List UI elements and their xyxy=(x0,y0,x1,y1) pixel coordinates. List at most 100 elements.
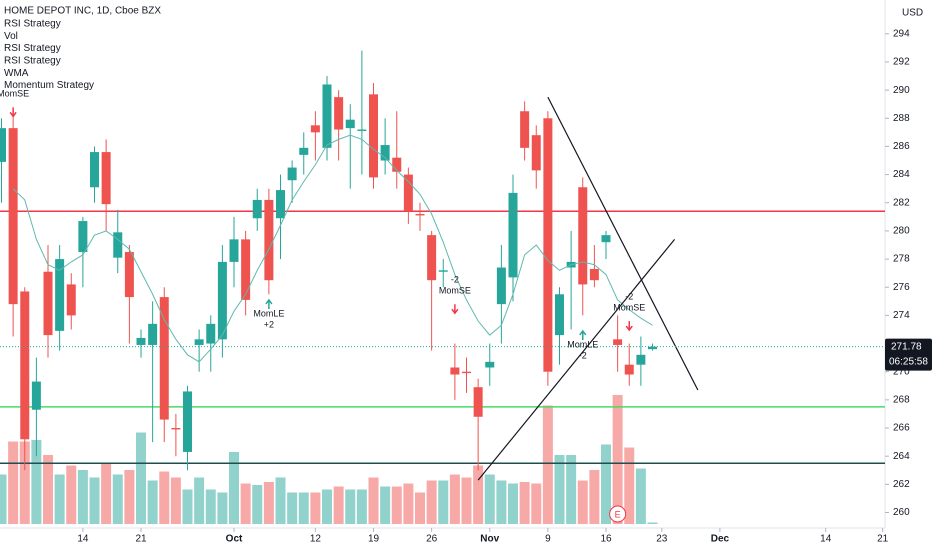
y-tick-label: 292 xyxy=(893,57,910,68)
volume-bar xyxy=(66,465,77,524)
candle-body xyxy=(31,381,41,410)
volume-bar xyxy=(77,470,88,524)
x-tick-label: Oct xyxy=(226,534,243,545)
candle-body xyxy=(322,84,332,148)
volume-bar xyxy=(101,462,112,524)
candle-body xyxy=(334,97,344,130)
trendline xyxy=(547,96,699,391)
volume-bar xyxy=(275,477,286,524)
signal-arrow xyxy=(265,298,273,309)
candle-body xyxy=(357,129,367,131)
signal-label: MomSE xyxy=(613,302,645,312)
x-tick-label: Nov xyxy=(480,534,499,545)
y-tick-label: 268 xyxy=(893,395,910,406)
candle-body xyxy=(369,94,379,178)
price-axis-bg xyxy=(885,0,932,550)
volume-bar xyxy=(194,477,205,524)
candle-body xyxy=(43,271,53,336)
volume-bar xyxy=(496,480,507,524)
candle-body xyxy=(124,252,134,298)
indicator-label: Momentum Strategy xyxy=(4,80,94,91)
y-tick-label: 282 xyxy=(893,197,910,208)
indicator-label: RSI Strategy xyxy=(4,19,61,30)
candle-body xyxy=(345,119,355,129)
volume-bar xyxy=(322,489,333,524)
candle-body xyxy=(101,152,111,205)
y-tick-label: 274 xyxy=(893,310,910,321)
y-tick-label: 260 xyxy=(893,507,910,518)
volume-bar xyxy=(368,477,379,524)
candle-body xyxy=(287,167,297,181)
volume-bar xyxy=(589,470,600,524)
volume-bar xyxy=(601,444,612,524)
volume-bar xyxy=(124,470,135,524)
volume-bar xyxy=(112,474,123,524)
volume-bar xyxy=(310,492,321,524)
volume-bar xyxy=(356,489,367,524)
candle-body xyxy=(136,337,146,345)
signal-label: -2 xyxy=(451,275,459,285)
volume-bar xyxy=(182,489,193,524)
volume-bar xyxy=(426,480,437,524)
candle-body xyxy=(403,174,413,212)
y-tick-label: 286 xyxy=(893,141,910,152)
x-tick-label: 14 xyxy=(820,534,832,545)
candle-body xyxy=(276,190,286,219)
y-tick-label: 280 xyxy=(893,226,910,237)
candle-body xyxy=(183,391,193,452)
candle-body xyxy=(462,371,472,374)
candle-body xyxy=(299,147,309,155)
candle-body xyxy=(531,135,541,171)
volume-bar xyxy=(31,440,42,524)
candle-body xyxy=(578,187,588,285)
candle-body xyxy=(555,294,565,336)
y-tick-label: 288 xyxy=(893,113,910,124)
volume-bar xyxy=(473,465,484,524)
y-tick-label: 266 xyxy=(893,423,910,434)
candle-body xyxy=(252,199,262,219)
candle-body xyxy=(171,428,181,430)
candle-body xyxy=(78,221,88,253)
volume-bar xyxy=(252,485,263,524)
candle-body xyxy=(90,152,100,188)
candle-body xyxy=(636,354,646,365)
candle-body xyxy=(508,192,518,278)
y-tick-label: 278 xyxy=(893,254,910,265)
y-tick-label: 276 xyxy=(893,282,910,293)
candle-body xyxy=(55,259,65,331)
volume-bar xyxy=(542,405,553,524)
candle-body xyxy=(624,364,634,375)
candle-body xyxy=(217,261,227,340)
candle-body xyxy=(380,145,390,161)
volume-bar xyxy=(391,486,402,524)
chart-title: HOME DEPOT INC, 1D, Cboe BZX xyxy=(4,6,161,17)
volume-bar xyxy=(531,483,542,524)
volume-bar xyxy=(519,482,530,524)
candle-body xyxy=(0,128,7,162)
candle-body xyxy=(392,157,402,172)
candle-body xyxy=(194,339,204,345)
x-tick-label: 23 xyxy=(656,534,668,545)
indicator-label: WMA xyxy=(4,68,29,79)
x-tick-label: 16 xyxy=(600,534,612,545)
indicator-label: RSI Strategy xyxy=(4,56,61,67)
price-tag-label: 271.78 xyxy=(891,341,922,352)
signal-label: -2 xyxy=(579,350,587,360)
candle-body xyxy=(113,232,123,258)
countdown-label: 06:25:58 xyxy=(889,356,928,367)
volume-bar xyxy=(159,471,170,524)
y-axis-label: USD xyxy=(902,8,923,19)
x-tick-label: 26 xyxy=(426,534,438,545)
y-tick-label: 264 xyxy=(893,451,910,462)
candle-body xyxy=(206,323,216,344)
signal-arrow xyxy=(579,329,587,340)
x-tick-label: 21 xyxy=(877,534,889,545)
candle-body xyxy=(310,125,320,133)
volume-bar xyxy=(136,432,147,524)
candle-body xyxy=(520,111,530,148)
indicator-label: Vol xyxy=(4,31,18,42)
event-label: E xyxy=(615,509,621,519)
candle-body xyxy=(8,128,18,305)
x-tick-label: 21 xyxy=(135,534,147,545)
